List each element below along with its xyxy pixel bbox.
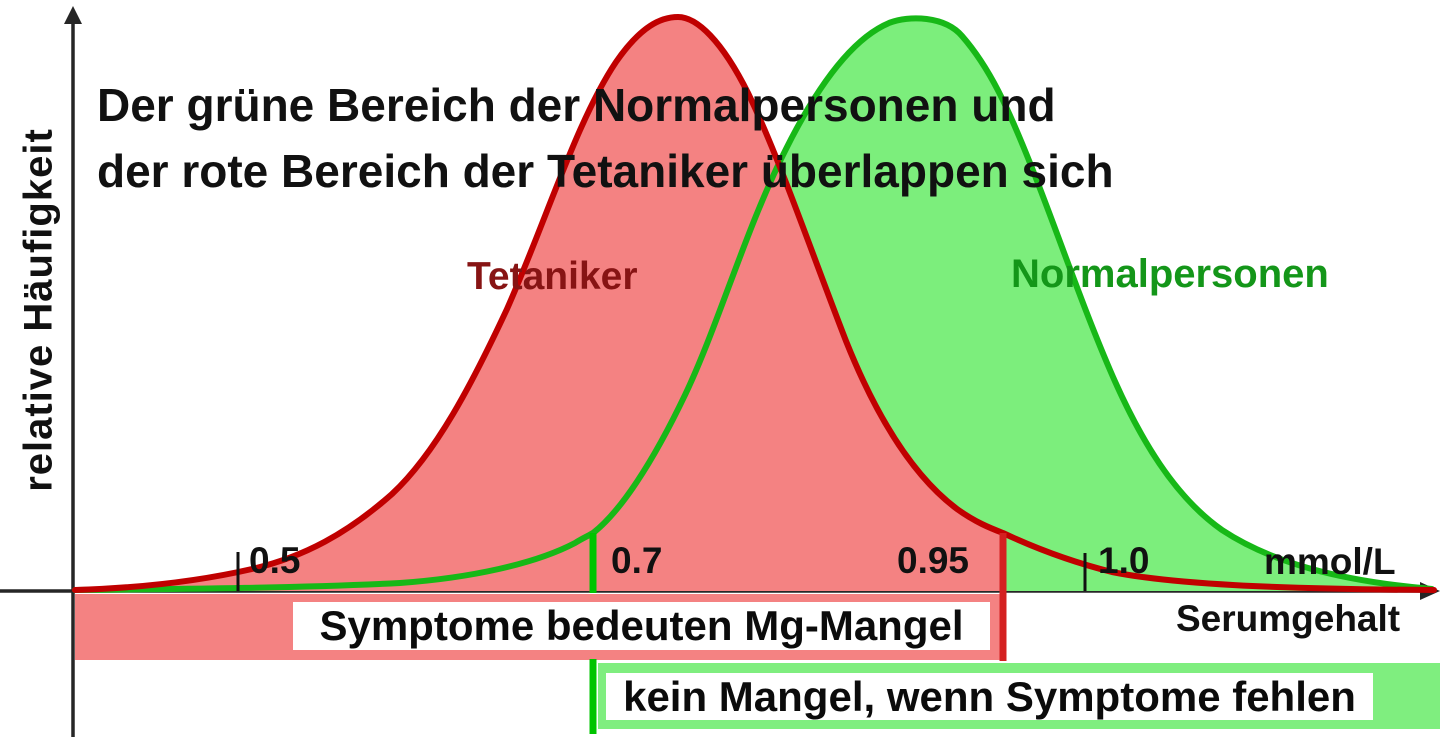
x-tick-label-0.95: 0.95 — [897, 540, 970, 581]
title-line-1: Der grüne Bereich der Normalpersonen und — [97, 79, 1056, 131]
y-axis-arrow-icon — [64, 6, 82, 24]
red-bar-annotation-strip: Symptome bedeuten Mg-Mangel — [293, 602, 990, 650]
x-axis-label: Serumgehalt — [1176, 598, 1401, 639]
normalpersonen-curve — [72, 15, 1435, 593]
x-tick-label-0.5: 0.5 — [249, 540, 301, 581]
title-line-2: der rote Bereich der Tetaniker überlappe… — [97, 145, 1114, 197]
green-bar-annotation-text: kein Mangel, wenn Symptome fehlen — [623, 672, 1356, 720]
tetaniker-curve-label: Tetaniker — [467, 255, 638, 298]
x-tick-label-1.0: 1.0 — [1098, 540, 1150, 581]
y-axis-label: relative Häufigkeit — [16, 128, 61, 492]
x-axis-unit-label: mmol/L — [1264, 541, 1396, 582]
tetaniker-area — [75, 17, 1003, 591]
tetaniker-curve — [72, 13, 1437, 593]
green-bar-annotation-strip: kein Mangel, wenn Symptome fehlen — [606, 673, 1373, 720]
normalpersonen-curve-label: Normalpersonen — [1011, 252, 1329, 296]
red-bar-annotation-text: Symptome bedeuten Mg-Mangel — [319, 602, 964, 649]
x-tick-label-0.7: 0.7 — [611, 540, 663, 581]
